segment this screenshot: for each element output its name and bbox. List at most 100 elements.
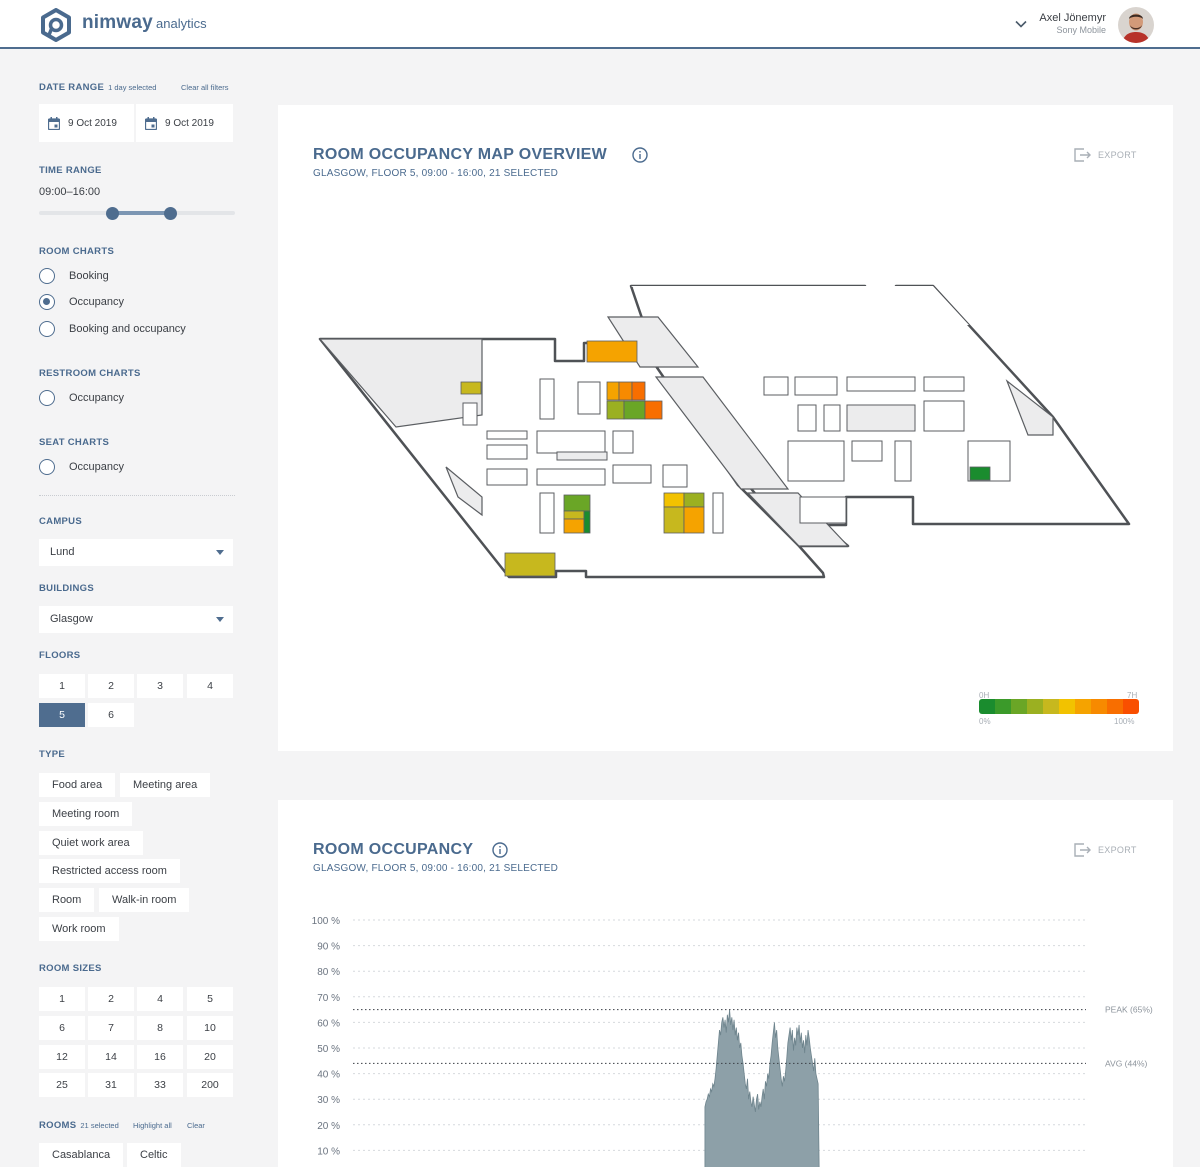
room-occupancy-green-dark	[969, 466, 991, 481]
info-icon[interactable]	[632, 147, 648, 163]
room-size-button[interactable]: 20	[187, 1045, 233, 1069]
radio-button[interactable]	[39, 268, 55, 284]
seat-occupancy-radio[interactable]: Occupancy	[39, 458, 124, 476]
occupancy-area-series[interactable]	[704, 1009, 820, 1167]
type-food-area-tag[interactable]: Food area	[39, 773, 116, 797]
room-tag-celtic[interactable]: Celtic	[127, 1143, 181, 1167]
legend-swatch	[1107, 699, 1123, 714]
room-size-button[interactable]: 14	[88, 1045, 134, 1069]
user-organization: Sony Mobile	[1056, 25, 1106, 35]
y-tick-label: 20 %	[317, 1121, 340, 1132]
y-tick-label: 10 %	[317, 1146, 340, 1157]
legend-swatch	[1123, 699, 1139, 714]
room-occupancy-chart: 10 % 20 % 30 % 40 % 50 % 60 % 70 % 80 % 90 % 100 …	[312, 916, 1153, 1167]
clear-rooms-link[interactable]: Clear	[187, 1121, 205, 1130]
brand-name[interactable]: nimway	[82, 12, 153, 33]
type-work-room-tag[interactable]: Work room	[39, 917, 119, 941]
avatar[interactable]	[1118, 7, 1154, 43]
floor-4-button[interactable]: 4	[187, 674, 233, 698]
radio-label: Occupancy	[69, 392, 125, 404]
nimway-logo-icon[interactable]	[39, 8, 73, 42]
legend-max-hours: 7H	[1127, 691, 1138, 700]
type-meeting-area-tag[interactable]: Meeting area	[120, 773, 211, 797]
info-icon[interactable]	[492, 842, 508, 858]
campus-select-value: Lund	[50, 546, 75, 558]
time-range-heading: TIME RANGE	[39, 165, 102, 176]
map-room	[577, 381, 601, 415]
legend-max-percent: 100%	[1114, 717, 1135, 726]
rooms-selected-note: 21 selected	[80, 1121, 119, 1130]
radio-button[interactable]	[39, 390, 55, 406]
room-size-button[interactable]: 2	[88, 987, 134, 1011]
export-label: EXPORT	[1098, 845, 1137, 855]
chart-export-button[interactable]: EXPORT	[1074, 843, 1137, 857]
buildings-select-value: Glasgow	[50, 613, 93, 625]
export-icon	[1074, 843, 1091, 857]
type-restricted-access-room-tag[interactable]: Restricted access room	[39, 859, 180, 883]
floor-3-button[interactable]: 3	[137, 674, 183, 698]
map-room	[763, 376, 789, 396]
user-name[interactable]: Axel Jönemyr	[1039, 12, 1106, 24]
buildings-heading: BUILDINGS	[39, 583, 94, 594]
room-tag-casablanca[interactable]: Casablanca	[39, 1143, 124, 1167]
room-size-button[interactable]: 200	[187, 1073, 233, 1097]
y-tick-label: 70 %	[317, 993, 340, 1004]
radio-button[interactable]	[39, 459, 55, 475]
campus-heading: CAMPUS	[39, 516, 82, 527]
room-size-button[interactable]: 16	[137, 1045, 183, 1069]
calendar-icon	[48, 116, 60, 130]
type-meeting-room-tag[interactable]: Meeting room	[39, 802, 133, 826]
map-room	[539, 378, 555, 420]
highlight-all-link[interactable]: Highlight all	[133, 1121, 172, 1130]
date-to-picker[interactable]: 9 Oct 2019	[136, 104, 233, 142]
room-size-button[interactable]: 8	[137, 1016, 183, 1040]
room-size-button[interactable]: 12	[39, 1045, 85, 1069]
radio-button[interactable]	[39, 321, 55, 337]
room-charts-booking-radio[interactable]: Booking	[39, 267, 109, 285]
room-occupancy-orange-red	[644, 400, 663, 420]
room-size-button[interactable]: 10	[187, 1016, 233, 1040]
date-to-value: 9 Oct 2019	[165, 117, 214, 129]
date-from-picker[interactable]: 9 Oct 2019	[39, 104, 134, 142]
room-size-button[interactable]: 5	[187, 987, 233, 1011]
floor-6-button[interactable]: 6	[88, 703, 134, 727]
restroom-occupancy-radio[interactable]: Occupancy	[39, 389, 124, 407]
room-size-button[interactable]: 25	[39, 1073, 85, 1097]
map-room	[797, 404, 817, 432]
room-charts-booking-and-occupancy-radio[interactable]: Booking and occupancy	[39, 320, 186, 338]
room-size-button[interactable]: 4	[137, 987, 183, 1011]
floors-heading: FLOORS	[39, 650, 81, 661]
room-size-button[interactable]: 6	[39, 1016, 85, 1040]
time-range-start-handle[interactable]	[106, 207, 119, 220]
room-charts-occupancy-radio[interactable]: Occupancy	[39, 293, 124, 311]
clear-all-filters-link[interactable]: Clear all filters	[181, 83, 229, 92]
y-tick-label: 50 %	[317, 1044, 340, 1055]
room-occupancy-yellow-olive	[663, 506, 685, 534]
floor-2-button[interactable]: 2	[88, 674, 134, 698]
room-charts-heading: ROOM CHARTS	[39, 246, 115, 257]
room-size-button[interactable]: 1	[39, 987, 85, 1011]
floor-plan-map[interactable]	[278, 105, 1173, 751]
time-range-end-handle[interactable]	[164, 207, 177, 220]
chevron-down-icon[interactable]	[1014, 17, 1028, 31]
type-quiet-work-area-tag[interactable]: Quiet work area	[39, 831, 143, 855]
room-size-button[interactable]: 31	[88, 1073, 134, 1097]
export-icon	[1074, 148, 1091, 162]
caret-down-icon	[216, 617, 224, 622]
legend-swatch	[1043, 699, 1059, 714]
map-room	[787, 440, 845, 482]
room-size-button[interactable]: 33	[137, 1073, 183, 1097]
campus-select[interactable]: Lund	[39, 539, 233, 566]
type-room-tag[interactable]: Room	[39, 888, 95, 912]
floor-5-button-selected[interactable]: 5	[39, 703, 85, 727]
map-export-button[interactable]: EXPORT	[1074, 148, 1137, 162]
radio-button-selected[interactable]	[39, 294, 55, 310]
legend-swatch	[1027, 699, 1043, 714]
buildings-select[interactable]: Glasgow	[39, 606, 233, 633]
floor-1-button[interactable]: 1	[39, 674, 85, 698]
type-walk-in-room-tag[interactable]: Walk-in room	[99, 888, 190, 912]
map-room	[486, 430, 528, 440]
map-room	[794, 376, 838, 396]
room-size-button[interactable]: 7	[88, 1016, 134, 1040]
legend-swatch	[995, 699, 1011, 714]
